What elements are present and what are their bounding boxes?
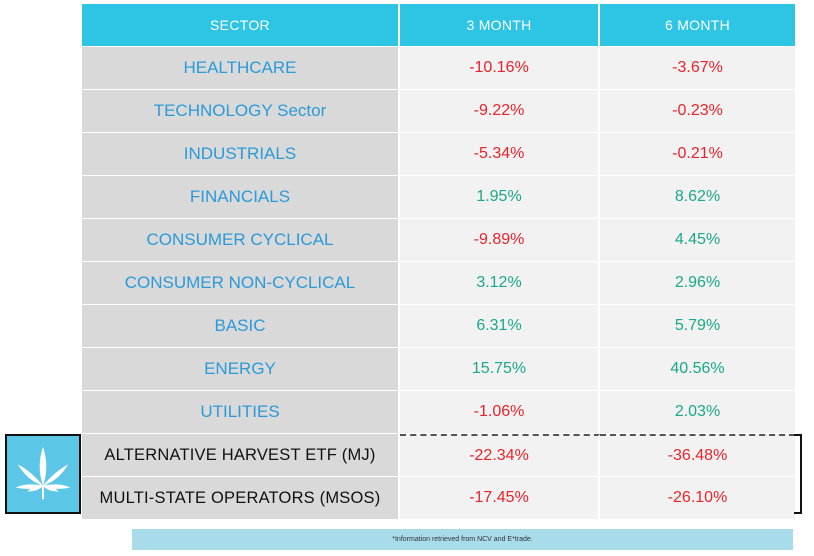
cannabis-table-row: ALTERNATIVE HARVEST ETF (MJ) -22.34% -36… — [82, 434, 795, 477]
table-row: INDUSTRIALS -5.34% -0.21% — [82, 133, 795, 176]
three-month-value: -17.45% — [400, 477, 600, 519]
table-header-row: SECTOR 3 MONTH 6 MONTH — [82, 4, 795, 47]
six-month-value: 5.79% — [600, 305, 795, 347]
six-month-value: -3.67% — [600, 47, 795, 89]
three-month-value: 6.31% — [400, 305, 600, 347]
three-month-value: 1.95% — [400, 176, 600, 218]
cannabis-leaf-icon — [15, 446, 71, 500]
three-month-value: -9.22% — [400, 90, 600, 132]
table-row: FINANCIALS 1.95% 8.62% — [82, 176, 795, 219]
table-row: BASIC 6.31% 5.79% — [82, 305, 795, 348]
three-month-value: 3.12% — [400, 262, 600, 304]
six-month-value: -0.21% — [600, 133, 795, 175]
sector-performance-table: SECTOR 3 MONTH 6 MONTH HEALTHCARE -10.16… — [82, 4, 795, 520]
sector-name: FINANCIALS — [82, 176, 400, 218]
table-row: CONSUMER NON-CYCLICAL 3.12% 2.96% — [82, 262, 795, 305]
three-month-value: -5.34% — [400, 133, 600, 175]
header-sector: SECTOR — [82, 4, 400, 46]
sector-name: CONSUMER CYCLICAL — [82, 219, 400, 261]
six-month-value: 2.03% — [600, 391, 795, 433]
sector-name: ENERGY — [82, 348, 400, 390]
table-row: ENERGY 15.75% 40.56% — [82, 348, 795, 391]
cannabis-table-row: MULTI-STATE OPERATORS (MSOS) -17.45% -26… — [82, 477, 795, 520]
header-6-month: 6 MONTH — [664, 17, 731, 33]
highlight-bracket — [794, 434, 802, 514]
six-month-value: -0.23% — [600, 90, 795, 132]
sector-name: TECHNOLOGY Sector — [82, 90, 400, 132]
three-month-value: -10.16% — [400, 47, 600, 89]
sector-name: HEALTHCARE — [82, 47, 400, 89]
sector-name: BASIC — [82, 305, 400, 347]
table-row: HEALTHCARE -10.16% -3.67% — [82, 47, 795, 90]
footnote: *Information retrieved from NCV and E*tr… — [132, 529, 793, 550]
table-row: UTILITIES -1.06% 2.03% — [82, 391, 795, 434]
six-month-value: -26.10% — [600, 477, 795, 519]
six-month-value: -36.48% — [600, 434, 795, 476]
header-3-month: 3 MONTH — [400, 4, 600, 46]
six-month-value: 8.62% — [600, 176, 795, 218]
three-month-value: -1.06% — [400, 391, 600, 433]
sector-name: INDUSTRIALS — [82, 133, 400, 175]
three-month-value: 15.75% — [400, 348, 600, 390]
cannabis-logo — [5, 434, 81, 514]
etf-name: ALTERNATIVE HARVEST ETF (MJ) — [82, 434, 400, 476]
three-month-value: -22.34% — [400, 434, 600, 476]
table-row: TECHNOLOGY Sector -9.22% -0.23% — [82, 90, 795, 133]
six-month-value: 4.45% — [600, 219, 795, 261]
three-month-value: -9.89% — [400, 219, 600, 261]
six-month-value: 40.56% — [600, 348, 795, 390]
etf-name: MULTI-STATE OPERATORS (MSOS) — [82, 477, 400, 519]
sector-name: UTILITIES — [82, 391, 400, 433]
six-month-value: 2.96% — [600, 262, 795, 304]
table-row: CONSUMER CYCLICAL -9.89% 4.45% — [82, 219, 795, 262]
sector-name: CONSUMER NON-CYCLICAL — [82, 262, 400, 304]
